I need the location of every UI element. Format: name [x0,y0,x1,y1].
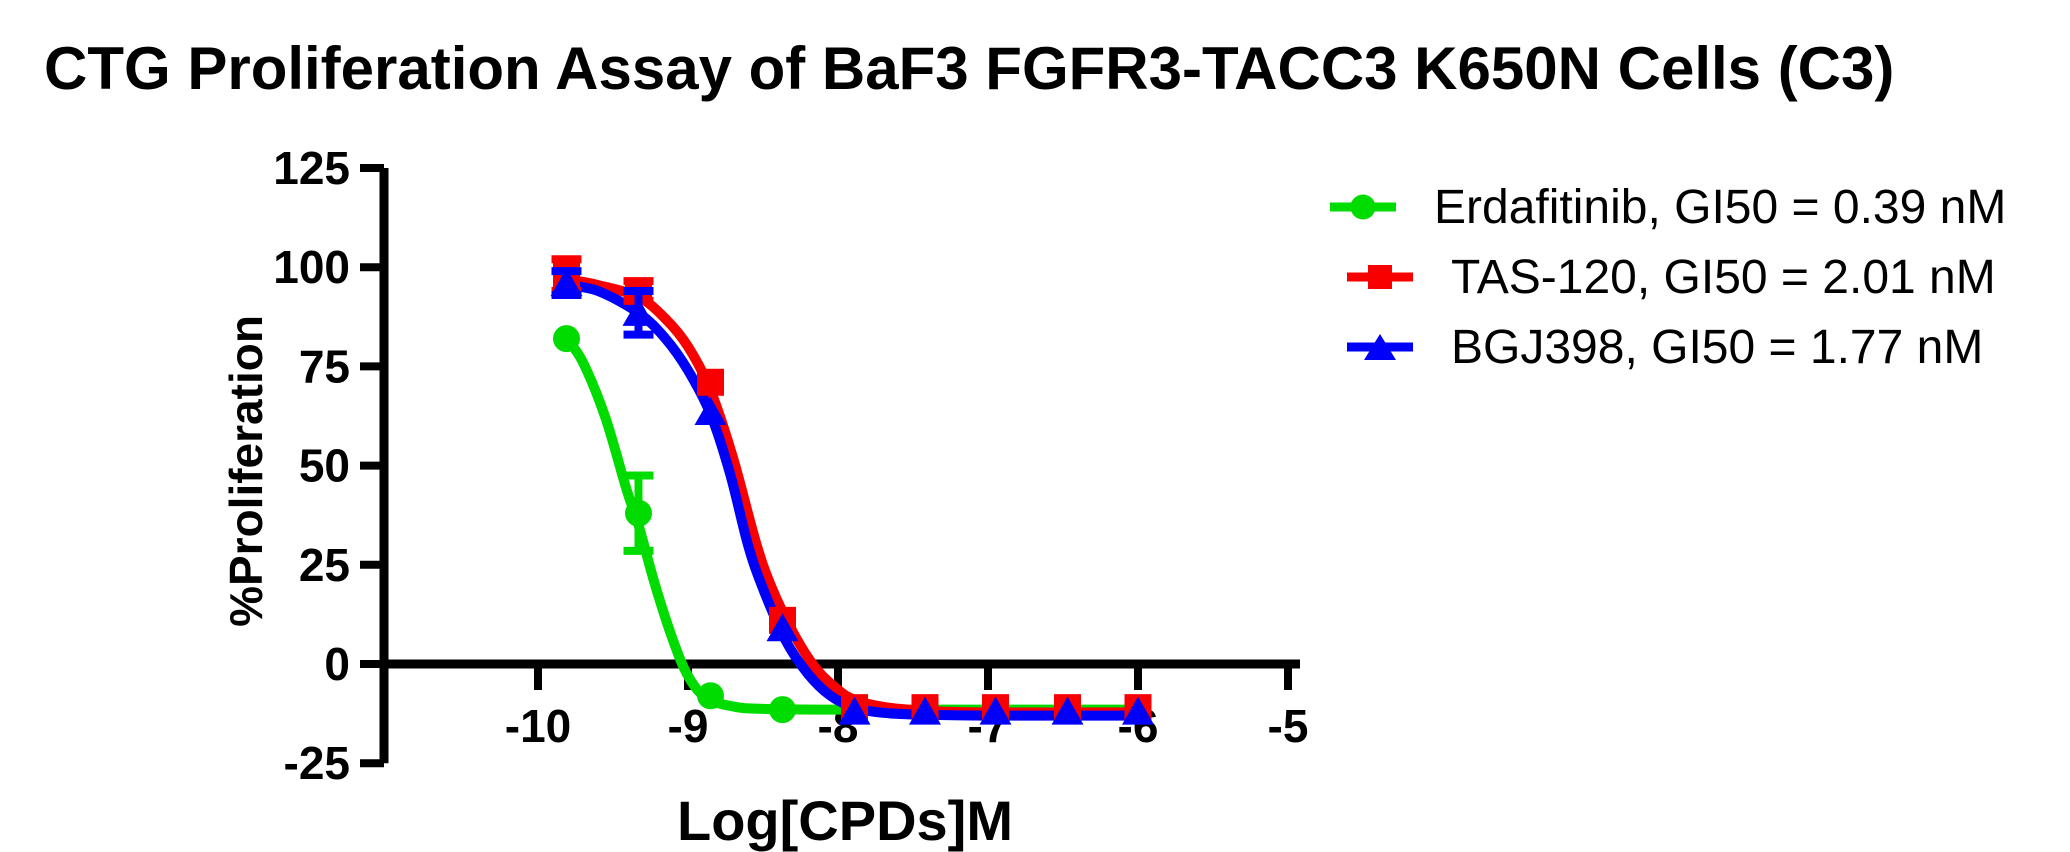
series-points-bgj398 [550,267,1154,725]
data-point-triangle [1051,696,1084,725]
data-point-circle [697,682,724,710]
data-point-circle [769,696,796,724]
x-tick-label: -9 [668,700,709,752]
circle-marker-icon [1330,194,1396,220]
legend-item-tas120: TAS-120, GI50 = 2.01 nM [1347,250,1996,304]
y-tick-label: -25 [284,737,350,789]
square-marker-icon [1347,265,1413,289]
data-points [550,255,1154,725]
fit-curves [561,274,1143,721]
legend-label: Erdafitinib, GI50 = 0.39 nM [1434,180,2007,234]
y-tick-label: 125 [273,142,350,194]
data-point-triangle [838,696,871,725]
legend-label: TAS-120, GI50 = 2.01 nM [1451,250,1996,304]
y-tick-label: 75 [299,340,350,392]
x-axis-title: Log[CPDs]M [677,789,1013,852]
x-tick-label: -10 [505,700,571,752]
data-point-circle [553,325,580,353]
y-tick-label: 25 [299,539,350,591]
data-point-triangle [622,297,655,326]
x-tick-label: -5 [1268,700,1309,752]
y-tick-label: 100 [273,241,350,293]
y-axis-title: %Proliferation [220,315,272,627]
curve-tas-120 [561,274,1143,718]
data-point-triangle [979,696,1012,725]
axes [360,164,1300,768]
legend-label: BGJ398, GI50 = 1.77 nM [1451,320,1984,374]
curve-erdafitinib [561,333,1143,715]
y-tick-label: 0 [324,638,350,690]
y-tick-label: 50 [299,440,350,492]
data-point-triangle [1122,696,1154,725]
data-point-circle [625,499,652,527]
legend-item-bgj398: BGJ398, GI50 = 1.77 nM [1347,320,1984,374]
legend-item-erdafitinib: Erdafitinib, GI50 = 0.39 nM [1330,180,2007,234]
chart-title: CTG Proliferation Assay of BaF3 FGFR3-TA… [44,35,1895,102]
data-point-triangle [766,613,799,642]
data-point-triangle [694,397,727,426]
curve-bgj398 [561,280,1143,721]
data-point-triangle [909,696,941,725]
data-point-triangle [550,268,583,297]
data-point-square [697,368,724,396]
triangle-marker-icon [1347,334,1413,360]
